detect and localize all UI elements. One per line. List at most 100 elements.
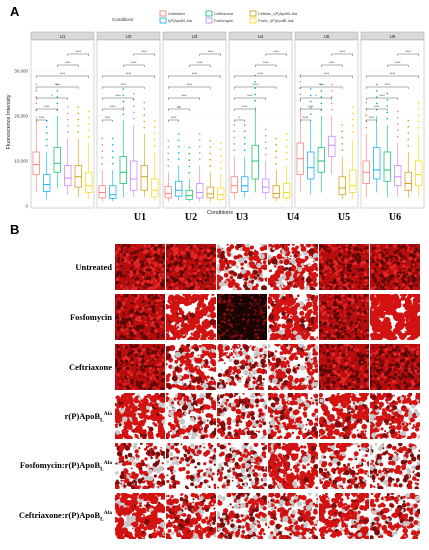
sig-bracket (366, 75, 419, 78)
sig-bracket (168, 97, 200, 100)
sig-bracket (36, 119, 47, 122)
box-outlier (188, 165, 191, 168)
micrograph-image (166, 294, 216, 340)
box-outlier (417, 101, 420, 104)
micrograph-image (115, 393, 165, 439)
facet-plot-area (96, 39, 161, 209)
box-outlier (351, 106, 354, 108)
box-outlier (351, 131, 354, 133)
micrograph-image (217, 244, 267, 290)
box-outlier (299, 93, 302, 96)
micrograph-image (319, 443, 369, 489)
box-outlier (177, 152, 180, 154)
micrograph-tile (319, 393, 369, 439)
box-outlier (341, 136, 344, 139)
box-outlier (209, 158, 212, 161)
micrograph-tile (217, 344, 267, 390)
sig-bracket (123, 64, 145, 67)
box-outlier (320, 102, 323, 105)
micrograph-tile (115, 294, 165, 340)
sig-bracket (102, 75, 155, 78)
box-outlier (396, 135, 399, 138)
box-body (53, 147, 61, 173)
box-outlier (198, 133, 201, 135)
micrograph-tile (268, 344, 318, 390)
facet-label: U3 (192, 34, 198, 39)
sig-label: **** (54, 83, 60, 87)
box-outlier (341, 149, 344, 151)
box-outlier (275, 162, 278, 165)
box-body (175, 180, 183, 197)
micrograph-image (166, 493, 216, 539)
facet-plot-area (228, 39, 293, 209)
box-outlier (35, 83, 38, 86)
sig-bracket (300, 108, 322, 111)
box-outlier (330, 108, 333, 111)
micrograph-tile (268, 493, 318, 539)
box-outlier (77, 106, 80, 108)
micrograph-image (319, 393, 369, 439)
micrograph-image (115, 294, 165, 340)
facet-panel: U1************************* (30, 31, 95, 209)
box-outlier (264, 135, 267, 137)
row-label-fosfomycin-apob: Fosfomycin:r(P)ApoBLAla (19, 460, 112, 473)
legend-swatch (205, 10, 213, 17)
sig-bracket (189, 64, 211, 67)
box-outlier (66, 131, 69, 133)
micrograph-tile (217, 244, 267, 290)
facet-label: U1 (60, 34, 66, 39)
micrograph-tile (217, 294, 267, 340)
box-outlier (167, 152, 170, 155)
micrograph-image (370, 344, 420, 390)
box-outlier (45, 138, 48, 141)
sig-label: **** (324, 72, 330, 76)
sig-label: **** (126, 72, 132, 76)
legend-entry-label: Fosfomycin (214, 19, 233, 23)
sig-label: **** (110, 105, 116, 109)
box-outlier (285, 133, 288, 135)
micrograph-tile (166, 443, 216, 489)
box-outlier (365, 114, 368, 116)
micrograph-image (319, 244, 369, 290)
sig-bracket (366, 108, 388, 111)
box-outlier (219, 154, 222, 157)
sig-bracket (102, 86, 145, 89)
box-outlier (309, 94, 312, 97)
box-body (394, 165, 402, 187)
box-outlier (177, 158, 180, 160)
box-outlier (264, 147, 267, 150)
box-outlier (219, 167, 222, 169)
row-label-ceftriaxone-apob: Ceftriaxone:r(P)ApoBLAla (18, 510, 112, 523)
sig-bracket (366, 119, 377, 122)
sig-label: * (51, 94, 53, 98)
legend-swatch (205, 17, 213, 24)
sig-label: **** (181, 94, 187, 98)
box-outlier (309, 113, 312, 115)
facet-plot-area (294, 39, 359, 209)
micrograph-tile (166, 493, 216, 539)
facet-panel: U3 **** ns **** **** **** **** **** (162, 31, 227, 209)
box-outlier (254, 87, 257, 89)
sig-bracket (168, 119, 179, 122)
box-outlier (233, 149, 236, 151)
boxplot-chart: Conditions Untreated r(P)ApoBL Ala Ceftriax… (6, 10, 425, 216)
box-outlier (219, 148, 222, 151)
box-outlier (143, 114, 146, 116)
box-outlier (243, 124, 246, 126)
box-outlier (87, 110, 90, 113)
facet-panels: U1*************************U2***********… (30, 31, 425, 209)
micrograph-tile (268, 244, 318, 290)
box-outlier (132, 111, 135, 114)
sig-label: **** (258, 72, 264, 76)
box-body (196, 183, 204, 199)
box-outlier (132, 117, 135, 120)
box-body (185, 189, 193, 200)
sig-bracket (102, 97, 134, 100)
box-outlier (375, 83, 378, 86)
box-outlier (66, 106, 69, 108)
facet-plot-area (360, 39, 425, 209)
facet-plot-area (162, 39, 227, 209)
box-outlier (209, 146, 212, 148)
box-outlier (396, 110, 399, 113)
sig-label: **** (186, 83, 192, 87)
